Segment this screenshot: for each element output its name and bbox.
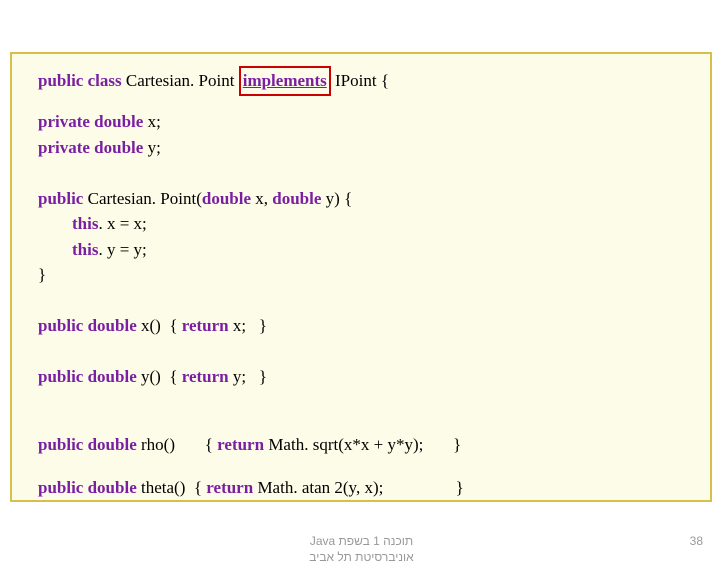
kw-private-double-2: private double <box>38 138 148 157</box>
kw-pub-dbl-y: public double <box>38 367 141 386</box>
return-theta-val: Math. atan 2(y, x); } <box>257 478 463 497</box>
kw-implements: implements <box>243 71 327 90</box>
field-y: private double y; <box>38 135 468 161</box>
ctor-name: Cartesian. Point( <box>88 189 202 208</box>
return-y-val: y; } <box>233 367 267 386</box>
kw-this-1: this <box>72 214 98 233</box>
ctor-param2: y) { <box>326 189 353 208</box>
field-x: private double x; <box>38 109 468 135</box>
close-brace-1: } <box>38 265 46 284</box>
kw-pub-dbl-x: public double <box>38 316 141 335</box>
return-rho-val: Math. sqrt(x*x + y*y); } <box>268 435 461 454</box>
implements-highlight: implements <box>239 66 331 96</box>
kw-pub-dbl-rho: public double <box>38 435 141 454</box>
class-name: Cartesian. Point <box>126 71 239 90</box>
kw-public-class: public class <box>38 71 126 90</box>
kw-return-rho: return <box>217 435 268 454</box>
footer-line2: אוניברסיטת תל אביב <box>309 550 413 564</box>
assign-x: . x = x; <box>98 214 146 233</box>
ctor-close: } <box>38 262 468 288</box>
footer-line1: תוכנה 1 בשפת Java <box>310 534 413 548</box>
kw-return-y: return <box>182 367 233 386</box>
page-number: 38 <box>690 534 703 548</box>
kw-pub-dbl-theta: public double <box>38 478 141 497</box>
kw-this-2: this <box>72 240 98 259</box>
ctor-param1: x, <box>255 189 272 208</box>
slide: קיים מאזן (tradeoff) בין מקום וזמן: • תכ… <box>0 12 723 540</box>
method-x-name: x() { <box>141 316 182 335</box>
kw-return-theta: return <box>206 478 257 497</box>
assign-y: . y = y; <box>98 240 146 259</box>
field-y-name: y; <box>148 138 161 157</box>
footer-center: תוכנה 1 בשפת Java אוניברסיטת תל אביב <box>309 534 413 565</box>
kw-public-ctor: public <box>38 189 88 208</box>
method-x: public double x() { return x; } <box>38 313 468 339</box>
kw-double-p2: double <box>272 189 325 208</box>
kw-double-p1: double <box>202 189 255 208</box>
method-rho-name: rho() { <box>141 435 217 454</box>
field-x-name: x; <box>148 112 161 131</box>
ctor-body1: this. x = x; <box>38 211 468 237</box>
interface-name: IPoint { <box>331 71 389 90</box>
method-y: public double y() { return y; } <box>38 364 468 390</box>
code-box: public class Cartesian. Point implements… <box>10 52 712 502</box>
kw-return-x: return <box>182 316 233 335</box>
class-signature: public class Cartesian. Point implements… <box>38 66 389 96</box>
method-theta-name: theta() { <box>141 478 206 497</box>
method-theta: public double theta() { return Math. ata… <box>38 467 698 510</box>
ctor-body2: this. y = y; <box>38 237 468 263</box>
code-body: private double x; private double y; publ… <box>38 109 468 390</box>
code-bottom: public double rho() { return Math. sqrt(… <box>38 424 698 509</box>
kw-private-double-1: private double <box>38 112 148 131</box>
return-x-val: x; } <box>233 316 267 335</box>
ctor-sig: public Cartesian. Point(double x, double… <box>38 186 468 212</box>
method-y-name: y() { <box>141 367 182 386</box>
method-rho: public double rho() { return Math. sqrt(… <box>38 424 698 467</box>
